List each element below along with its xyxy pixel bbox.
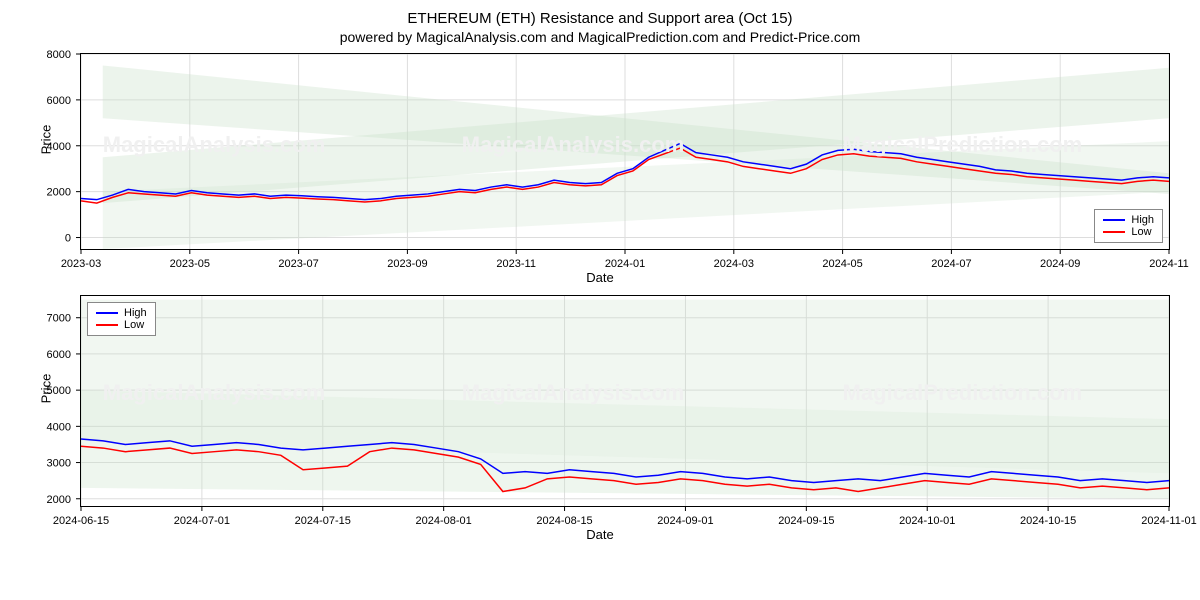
chart1-yaxis: 02000400060008000 (21, 54, 81, 249)
svg-text:2024-03: 2024-03 (714, 258, 754, 270)
svg-text:2024-10-01: 2024-10-01 (899, 515, 955, 527)
svg-text:6000: 6000 (47, 95, 71, 107)
legend-item-low: Low (1103, 226, 1154, 238)
legend-label-low: Low (1131, 226, 1151, 238)
legend-line-high (1103, 219, 1125, 221)
svg-text:3000: 3000 (47, 458, 71, 470)
chart2: Price MagicalAnalysis.com MagicalAnalysi… (80, 295, 1170, 507)
svg-text:5000: 5000 (47, 385, 71, 397)
svg-text:2024-09-01: 2024-09-01 (657, 515, 713, 527)
legend-item-high: High (1103, 214, 1154, 226)
svg-text:4000: 4000 (47, 421, 71, 433)
svg-text:8000: 8000 (47, 49, 71, 61)
svg-text:2023-11: 2023-11 (496, 258, 536, 270)
svg-text:2023-07: 2023-07 (278, 258, 318, 270)
legend-line-low (1103, 231, 1125, 233)
chart1: Price MagicalAnalysis.com MagicalAnalysi… (80, 53, 1170, 250)
svg-text:2024-07-15: 2024-07-15 (295, 515, 351, 527)
chart1-xaxis: 2023-032023-052023-072023-092023-112024-… (81, 249, 1169, 279)
legend-label-low: Low (124, 319, 144, 331)
legend-item-high: High (96, 307, 147, 319)
legend-label-high: High (1131, 214, 1154, 226)
svg-text:0: 0 (65, 233, 71, 245)
svg-text:2024-05: 2024-05 (822, 258, 862, 270)
chart-subtitle: powered by MagicalAnalysis.com and Magic… (10, 29, 1190, 45)
svg-text:2024-07-01: 2024-07-01 (174, 515, 230, 527)
svg-text:2024-08-15: 2024-08-15 (536, 515, 592, 527)
svg-text:2023-03: 2023-03 (61, 258, 101, 270)
chart-container: ETHEREUM (ETH) Resistance and Support ar… (10, 10, 1190, 542)
svg-text:2023-05: 2023-05 (170, 258, 210, 270)
svg-text:2024-11-01: 2024-11-01 (1141, 515, 1196, 527)
svg-text:2024-10-15: 2024-10-15 (1020, 515, 1076, 527)
svg-text:7000: 7000 (47, 313, 71, 325)
svg-text:2024-01: 2024-01 (605, 258, 645, 270)
svg-text:2024-09-15: 2024-09-15 (778, 515, 834, 527)
chart-title: ETHEREUM (ETH) Resistance and Support ar… (10, 10, 1190, 27)
chart2-xaxis: 2024-06-152024-07-012024-07-152024-08-01… (81, 506, 1169, 536)
svg-text:2024-09: 2024-09 (1040, 258, 1080, 270)
legend: High Low (87, 302, 156, 336)
legend-label-high: High (124, 307, 147, 319)
svg-text:2023-09: 2023-09 (387, 258, 427, 270)
chart1-svg (81, 54, 1169, 249)
svg-text:2000: 2000 (47, 494, 71, 506)
svg-text:2024-06-15: 2024-06-15 (53, 515, 109, 527)
svg-text:6000: 6000 (47, 349, 71, 361)
svg-text:2024-08-01: 2024-08-01 (416, 515, 472, 527)
svg-text:4000: 4000 (47, 141, 71, 153)
svg-text:2024-11: 2024-11 (1149, 258, 1189, 270)
chart2-yaxis: 2000 3000 4000 5000 6000 7000 (21, 296, 81, 506)
legend-item-low: Low (96, 319, 147, 331)
svg-text:2000: 2000 (47, 187, 71, 199)
chart2-svg (81, 296, 1169, 506)
legend: High Low (1094, 209, 1163, 243)
svg-text:2024-07: 2024-07 (931, 258, 971, 270)
